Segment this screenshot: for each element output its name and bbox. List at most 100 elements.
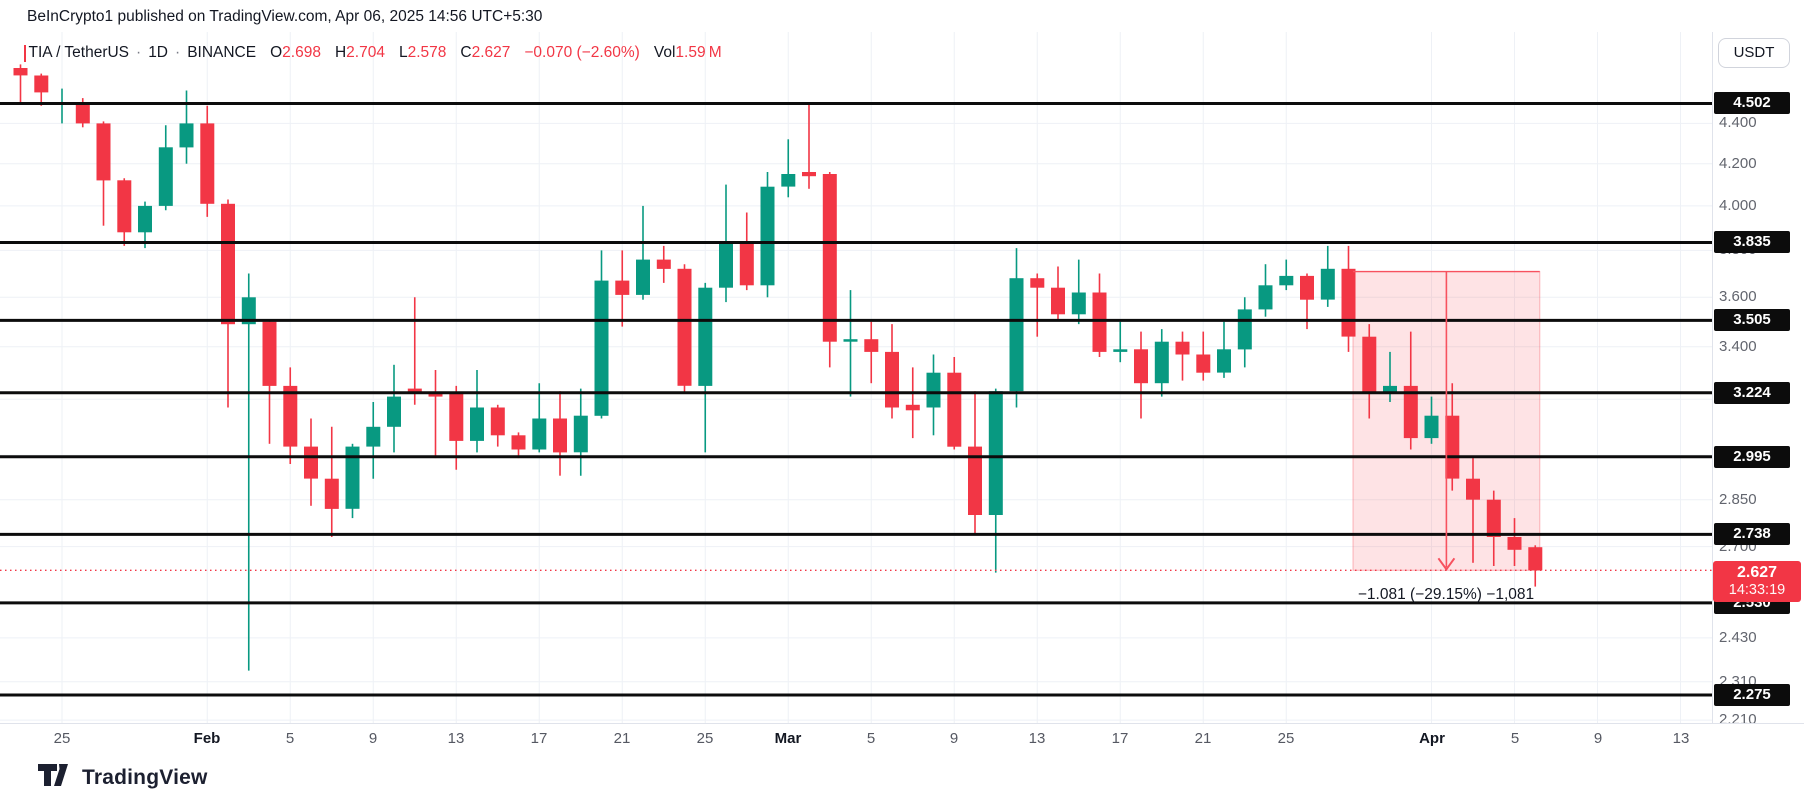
candle-body (988, 391, 1003, 515)
candle (1403, 331, 1418, 450)
candle (1175, 331, 1190, 381)
candle (1217, 321, 1231, 378)
time-axis-label: 13 (447, 730, 465, 747)
tradingview-footer: TradingView (38, 764, 208, 791)
candle (594, 250, 609, 419)
time-axis-label: 17 (530, 730, 548, 747)
candle-body (1217, 349, 1231, 373)
candle-body (968, 446, 982, 515)
time-axis-label: 5 (285, 730, 295, 747)
open-label: O (270, 44, 283, 61)
price-tick-label: 4.200 (1719, 155, 1757, 172)
candle-body (1030, 278, 1045, 288)
candle (1528, 545, 1543, 587)
symbol-name[interactable]: TIA / TetherUS (28, 44, 130, 61)
candle (428, 370, 443, 459)
candle-body (843, 339, 858, 342)
candle (304, 418, 318, 506)
candle-body (573, 415, 588, 453)
candle-body (553, 418, 567, 453)
candle (926, 354, 941, 436)
candle (739, 212, 754, 291)
candle-body (781, 174, 796, 187)
time-axis-label: 13 (1028, 730, 1046, 747)
symbol-legend[interactable]: TIA / TetherUS · 1D · BINANCE O2.698 H2.… (24, 44, 722, 62)
candle-body (615, 280, 630, 295)
candle (822, 172, 837, 368)
currency-toggle-button[interactable]: USDT (1718, 38, 1790, 68)
candle (1320, 245, 1335, 307)
candle (138, 201, 152, 249)
time-axis-label: 5 (866, 730, 876, 747)
candle (1507, 518, 1522, 566)
volume-value: 1.59 M (675, 44, 722, 61)
price-tick-label: 2.850 (1719, 491, 1757, 508)
time-axis[interactable]: 25 Feb 5 9 13 17 21 25 Mar 5 9 13 17 21 25 Apr 5 9 13 (0, 723, 1804, 757)
high-value: 2.704 (346, 44, 385, 61)
candle (511, 432, 526, 459)
candle-body (179, 123, 194, 148)
price-level-label: 3.224 (1714, 382, 1790, 404)
price-tick-label: 2.430 (1719, 629, 1757, 646)
low-value: 2.578 (407, 44, 447, 61)
candle-body (511, 435, 526, 450)
candle-body (13, 68, 28, 76)
candle-body (1466, 478, 1480, 500)
candle-body (1507, 537, 1522, 550)
candle-body (1300, 275, 1314, 300)
candle-body (324, 478, 339, 509)
candle (760, 172, 775, 298)
exchange-label[interactable]: BINANCE (187, 44, 257, 61)
candle-body (428, 393, 443, 397)
candle-body (1486, 499, 1501, 537)
candle-body (1424, 415, 1439, 439)
candle-body (1528, 547, 1543, 571)
high-label: H (334, 44, 347, 61)
candle (470, 370, 484, 453)
change-value: −0.070 (−2.60%) (524, 44, 640, 61)
candle (553, 391, 567, 476)
candle-body (345, 446, 360, 509)
time-axis-label: Apr (1419, 730, 1445, 747)
candle-body (387, 396, 401, 427)
price-axis[interactable]: 4.4004.2004.0003.8003.6003.4003.2002.850… (0, 0, 1804, 723)
current-price-label: 2.627 14:33:19 (1713, 561, 1801, 602)
candle (387, 364, 401, 453)
candle-body (802, 172, 816, 177)
candle (1445, 383, 1460, 491)
candle (1092, 273, 1107, 357)
candle-body (1051, 287, 1065, 315)
candle (615, 250, 630, 327)
price-tick-label: 4.400 (1719, 114, 1757, 131)
interval-label[interactable]: 1D (148, 44, 169, 61)
candle (947, 357, 962, 450)
current-price-value: 2.627 (1736, 564, 1778, 581)
candle (34, 73, 49, 106)
time-axis-label: Feb (193, 730, 221, 747)
candle-body (1362, 336, 1377, 394)
candle (698, 282, 713, 453)
time-axis-label: Mar (774, 730, 802, 747)
candle-body (677, 268, 692, 386)
candle (988, 388, 1003, 573)
candle (905, 367, 920, 439)
time-axis-label: 13 (1672, 730, 1690, 747)
candle-body (1071, 292, 1086, 315)
candle-body (241, 297, 256, 325)
candle-body (75, 102, 90, 124)
candle-body (1154, 341, 1169, 384)
candle (1466, 458, 1480, 563)
candle-body (1092, 292, 1107, 352)
candle (1258, 264, 1273, 317)
candle (1362, 324, 1377, 419)
candle-body (1009, 278, 1024, 392)
price-axis-separator (1712, 32, 1713, 723)
candle (1113, 321, 1128, 363)
candle (843, 290, 858, 397)
candle (1030, 273, 1045, 337)
candle-body (96, 123, 111, 181)
candle-body (490, 407, 505, 436)
candle (636, 205, 650, 300)
candle-body (221, 203, 235, 325)
